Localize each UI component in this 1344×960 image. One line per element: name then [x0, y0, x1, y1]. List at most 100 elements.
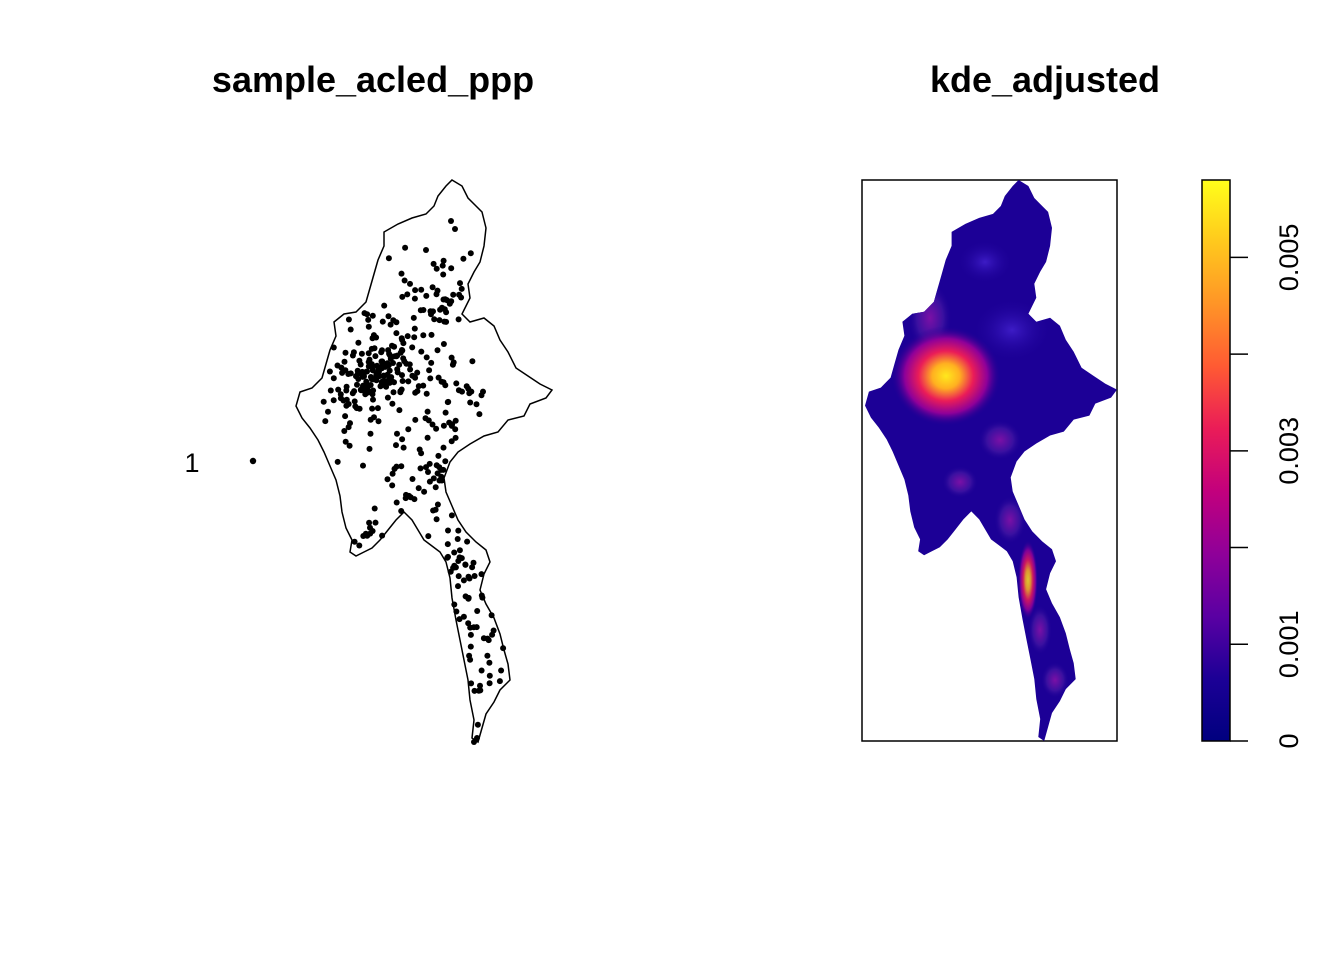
- event-point: [335, 386, 342, 393]
- event-point: [467, 656, 474, 663]
- event-point: [452, 226, 458, 232]
- event-point: [356, 357, 363, 364]
- event-point: [330, 397, 337, 404]
- event-point: [393, 353, 400, 360]
- event-point: [391, 343, 398, 350]
- event-point: [486, 680, 493, 687]
- event-point: [423, 292, 430, 299]
- event-point: [428, 331, 435, 338]
- legend-label: 0.001: [1274, 611, 1304, 679]
- event-point: [412, 287, 419, 294]
- legend-label: 0.005: [1274, 224, 1304, 292]
- event-point: [387, 352, 393, 359]
- event-point: [351, 538, 358, 545]
- event-point: [462, 561, 469, 568]
- event-point: [445, 527, 451, 534]
- event-point: [465, 620, 472, 627]
- event-point: [327, 387, 334, 394]
- event-point: [448, 218, 454, 224]
- event-point: [414, 369, 421, 376]
- event-point: [385, 255, 392, 262]
- event-point: [427, 375, 434, 382]
- event-point: [365, 350, 372, 357]
- event-point: [451, 549, 458, 556]
- event-point: [471, 739, 477, 745]
- event-point: [456, 616, 463, 623]
- event-point: [322, 418, 329, 425]
- density-hotspot: [891, 326, 1001, 426]
- event-point: [372, 519, 379, 526]
- event-point: [439, 262, 446, 269]
- event-point: [417, 465, 424, 472]
- event-point: [474, 721, 481, 728]
- event-point: [440, 444, 447, 451]
- event-point: [403, 360, 410, 367]
- event-point: [429, 421, 436, 428]
- event-point: [369, 405, 376, 412]
- event-point: [369, 391, 376, 398]
- event-point: [367, 416, 374, 423]
- event-point: [443, 309, 450, 316]
- event-point: [474, 608, 481, 614]
- event-point: [364, 311, 371, 318]
- event-point: [389, 470, 396, 477]
- event-point: [411, 295, 418, 302]
- event-point: [378, 349, 385, 356]
- event-point: [460, 577, 467, 584]
- event-point: [465, 594, 472, 601]
- event-point: [353, 405, 360, 412]
- event-point: [355, 339, 362, 346]
- event-point: [448, 354, 455, 361]
- event-point: [385, 347, 392, 354]
- event-point: [338, 364, 345, 371]
- event-point: [433, 265, 440, 272]
- event-point: [402, 244, 409, 251]
- event-point: [453, 380, 460, 387]
- event-point: [407, 280, 413, 287]
- event-point: [381, 302, 388, 309]
- event-point: [467, 631, 474, 638]
- event-point: [345, 371, 352, 377]
- event-point: [393, 319, 400, 326]
- event-point: [455, 573, 462, 580]
- density-blob: [994, 496, 1026, 544]
- event-point: [407, 366, 414, 373]
- event-point: [366, 519, 373, 526]
- event-point: [436, 317, 443, 324]
- event-point: [367, 524, 373, 531]
- event-point: [346, 442, 353, 449]
- event-point: [467, 250, 474, 257]
- event-point: [401, 277, 408, 284]
- mark-label: 1: [184, 448, 199, 478]
- event-point: [411, 325, 418, 332]
- event-point: [339, 369, 346, 376]
- event-point: [398, 508, 405, 514]
- event-point: [424, 408, 431, 415]
- event-point: [345, 401, 352, 407]
- color-legend-bar: [1201, 179, 1231, 742]
- event-point: [409, 344, 416, 351]
- event-point: [356, 542, 363, 549]
- event-point: [444, 541, 451, 548]
- event-point: [418, 348, 425, 355]
- event-point: [424, 434, 431, 441]
- density-blob: [978, 420, 1022, 460]
- event-point: [343, 387, 350, 394]
- event-point: [326, 368, 333, 375]
- event-point: [418, 286, 425, 293]
- event-point: [371, 505, 378, 512]
- event-point: [431, 316, 438, 323]
- event-point: [473, 624, 480, 631]
- event-point: [425, 469, 431, 475]
- event-point: [475, 687, 482, 694]
- legend-ticks: [1230, 256, 1248, 742]
- event-point: [342, 438, 349, 445]
- event-point: [448, 438, 455, 445]
- event-point: [405, 426, 412, 433]
- event-point: [391, 465, 398, 472]
- event-point: [476, 411, 483, 418]
- event-point: [405, 378, 412, 385]
- density-blob: [957, 240, 1013, 284]
- event-point: [451, 601, 458, 608]
